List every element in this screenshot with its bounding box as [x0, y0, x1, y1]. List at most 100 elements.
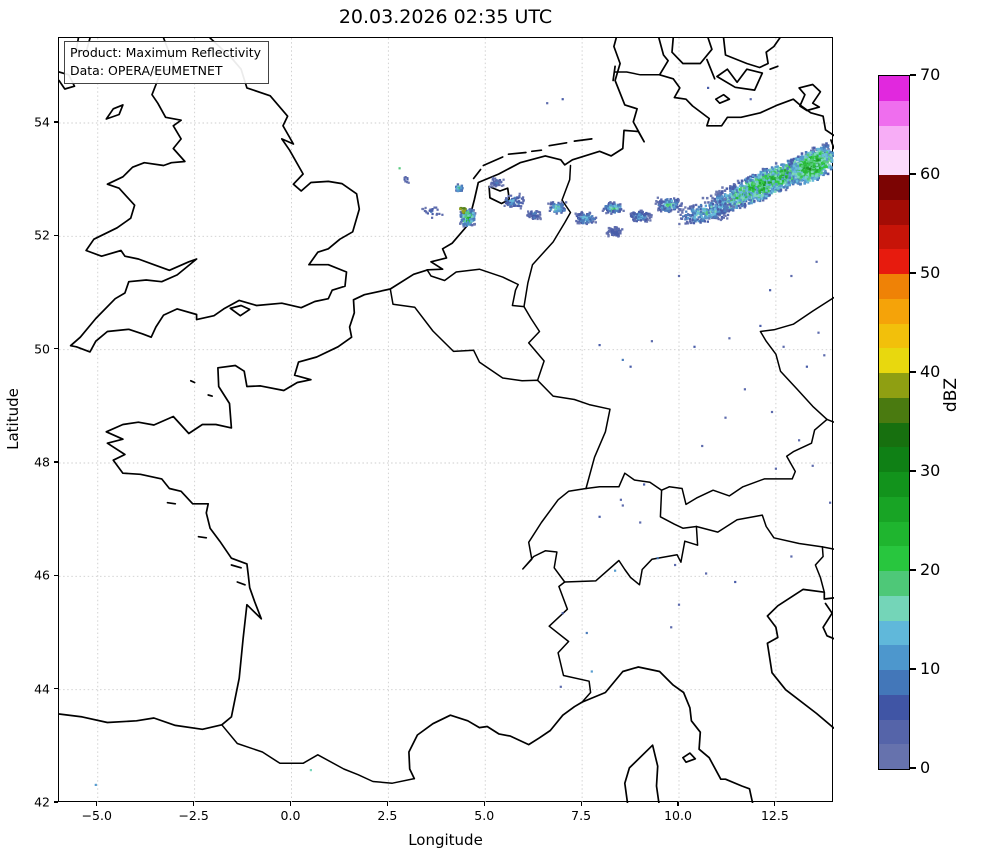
x-tick-label: 10.0	[664, 808, 692, 823]
x-tick-label: −5.0	[81, 808, 112, 823]
x-tick-label: −2.5	[178, 808, 209, 823]
country-border	[221, 724, 416, 784]
coastline	[716, 68, 764, 91]
colorbar-tick-label: 10	[920, 659, 941, 679]
y-tick-mark	[54, 121, 58, 123]
y-tick-mark	[54, 461, 58, 463]
coastline	[766, 588, 834, 730]
colorbar-tick-mark	[910, 74, 916, 76]
coastline	[166, 501, 177, 505]
colorbar-tick-label: 0	[920, 758, 931, 778]
y-tick-label: 44	[34, 681, 50, 697]
colorbar-segment	[879, 149, 909, 175]
product-info-line2: Data: OPERA/EUMETNET	[70, 63, 223, 79]
y-tick-label: 54	[34, 114, 50, 130]
colorbar-segment	[879, 471, 909, 497]
x-tick-mark	[96, 802, 98, 806]
coastline	[612, 65, 616, 82]
country-border	[523, 164, 572, 308]
y-tick-mark	[54, 801, 58, 803]
coastline	[207, 394, 213, 397]
coastline	[59, 38, 645, 731]
coastline	[69, 38, 361, 353]
colorbar-tick-label: 20	[920, 560, 941, 580]
colorbar-segment	[879, 273, 909, 299]
colorbar-segment	[879, 719, 909, 745]
coastline	[822, 602, 834, 640]
colorbar-segment	[879, 75, 909, 101]
y-tick-label: 46	[34, 567, 50, 583]
y-tick-label: 52	[34, 227, 50, 243]
x-tick-label: 5.0	[474, 808, 495, 823]
colorbar-tick-label: 60	[920, 164, 941, 184]
x-tick-label: 0.0	[280, 808, 301, 823]
y-tick-mark	[54, 688, 58, 690]
x-axis-label: Longitude	[408, 831, 483, 849]
colorbar-tick-mark	[910, 470, 916, 472]
product-info-box: Product: Maximum Reflectivity Data: OPER…	[64, 41, 270, 85]
colorbar-segment	[879, 545, 909, 571]
colorbar-tick-mark	[910, 767, 916, 769]
y-tick-mark	[54, 348, 58, 350]
colorbar-segment	[879, 644, 909, 670]
product-info-line1: Product: Maximum Reflectivity	[70, 45, 262, 60]
coastline	[714, 93, 731, 105]
country-border	[668, 418, 828, 506]
colorbar-segment	[879, 595, 909, 621]
coastline	[488, 185, 511, 205]
coastline	[189, 379, 196, 384]
x-tick-mark	[774, 802, 776, 806]
x-tick-label: 2.5	[377, 808, 398, 823]
country-border	[814, 546, 826, 593]
country-border	[389, 288, 611, 490]
colorbar	[878, 75, 910, 770]
x-tick-mark	[386, 802, 388, 806]
coastline	[706, 58, 716, 80]
colorbar-tick-mark	[910, 272, 916, 274]
y-tick-label: 48	[34, 454, 50, 470]
coastline	[197, 535, 208, 539]
colorbar-segment	[879, 174, 909, 200]
colorbar-segment	[879, 620, 909, 646]
coastline	[658, 38, 834, 137]
x-tick-label: 12.5	[760, 808, 789, 823]
country-border	[548, 581, 592, 703]
colorbar-label: dBZ	[941, 377, 961, 413]
x-tick-mark	[193, 802, 195, 806]
colorbar-segment	[879, 743, 909, 769]
colorbar-tick-label: 40	[920, 362, 941, 382]
country-border	[522, 487, 587, 583]
y-tick-label: 42	[34, 794, 50, 810]
colorbar-tick-mark	[910, 371, 916, 373]
colorbar-tick-mark	[910, 173, 916, 175]
coastline	[722, 38, 781, 69]
colorbar-segment	[879, 323, 909, 349]
colorbar-segment	[879, 372, 909, 398]
coastline	[105, 104, 124, 120]
x-tick-mark	[289, 802, 292, 806]
radar-echoes	[94, 86, 834, 786]
coastline	[548, 141, 568, 147]
y-tick-mark	[54, 574, 58, 576]
x-tick-mark	[483, 802, 485, 806]
colorbar-segment	[879, 199, 909, 225]
coastline	[623, 744, 660, 803]
x-tick-mark	[677, 802, 679, 806]
coastline	[530, 149, 543, 153]
colorbar-segment	[879, 100, 909, 126]
colorbar-tick-label: 30	[920, 461, 941, 481]
country-border	[695, 514, 834, 550]
coastline	[769, 65, 779, 71]
coastline	[573, 138, 593, 142]
coastline	[507, 151, 527, 156]
coastline	[236, 581, 246, 586]
y-tick-mark	[54, 234, 58, 236]
country-border	[426, 268, 545, 382]
colorbar-segment	[879, 496, 909, 522]
colorbar-tick-label: 50	[920, 263, 941, 283]
map-plot-area	[58, 37, 834, 803]
y-tick-label: 50	[34, 341, 50, 357]
coastline	[482, 156, 504, 167]
x-tick-mark	[580, 802, 582, 806]
colorbar-segment	[879, 298, 909, 324]
